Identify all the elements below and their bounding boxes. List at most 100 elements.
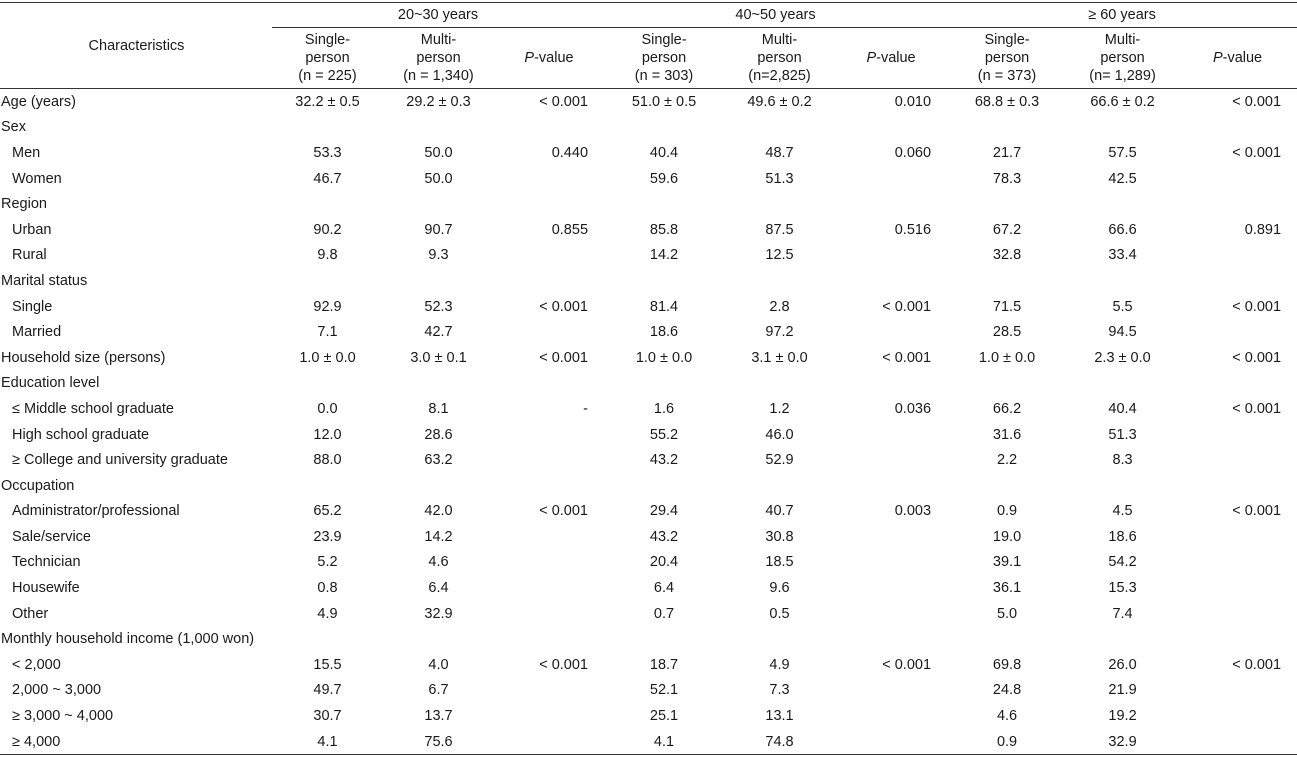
table-row: < 2,000 15.5 4.0 < 0.001 18.7 4.9 < 0.001 69.8 2…	[0, 652, 1297, 678]
p-value-cell	[1178, 319, 1297, 345]
value-cell: 59.6	[649, 170, 679, 187]
p-value-cell	[494, 626, 604, 652]
p-value-cell: < 0.001	[1232, 144, 1282, 161]
value-cell	[947, 191, 1067, 217]
value-cell	[947, 473, 1067, 499]
value-cell	[604, 268, 724, 294]
value-cell	[272, 473, 383, 499]
sample-size: (n= 1,289)	[1089, 68, 1156, 84]
p-value-cell: < 0.001	[882, 656, 932, 673]
p-value-cell	[1178, 524, 1297, 550]
table-row: Married 7.1 42.7 18.6 97.2 28.5 94.5	[0, 319, 1297, 345]
row-label: ≥ 4,000	[0, 728, 272, 756]
value-cell: 67.2	[992, 221, 1022, 238]
value-cell: 32.9	[424, 605, 453, 622]
p-value-cell	[494, 422, 604, 448]
value-cell: 48.7	[765, 144, 794, 161]
value-cell: 49.6 ± 0.2	[747, 93, 812, 110]
value-cell: 4.9	[769, 656, 790, 673]
value-cell: 25.1	[649, 708, 679, 725]
p-suffix: -value	[534, 50, 574, 66]
sample-size: (n = 1,340)	[403, 68, 474, 84]
row-label: Urban	[12, 221, 52, 238]
row-label: ≤ Middle school graduate	[12, 400, 174, 417]
sample-size: (n = 303)	[634, 68, 694, 84]
single-label-part2: person	[641, 50, 687, 66]
value-cell: 50.0	[424, 170, 453, 187]
p-value-cell	[1178, 371, 1297, 397]
value-cell	[604, 626, 724, 652]
p-value-cell	[494, 473, 604, 499]
p-value-cell: < 0.001	[882, 349, 932, 366]
table-row: Men 53.3 50.0 0.440 40.4 48.7 0.060 21.7 57.5 < 0…	[0, 140, 1297, 166]
row-label: ≥ College and university graduate	[12, 452, 228, 469]
value-cell: 20.4	[649, 554, 679, 571]
p-letter: P	[866, 50, 877, 66]
header-group-row: Characteristics 20~30 years 40~50 years …	[0, 2, 1297, 89]
p-value-cell	[835, 626, 947, 652]
table-row: Other 4.9 32.9 0.7 0.5 5.0 7.4	[0, 601, 1297, 627]
p-value-cell: 0.010	[894, 93, 932, 110]
value-cell	[272, 115, 383, 141]
table-row: Sale/service 23.9 14.2 43.2 30.8 19.0 18.6	[0, 524, 1297, 550]
value-cell: 0.5	[769, 605, 790, 622]
value-cell	[947, 626, 1067, 652]
table-row: ≤ Middle school graduate 0.0 8.1 - 1.6 1.2 0.0…	[0, 396, 1297, 422]
row-label: Region	[1, 196, 47, 213]
p-value-cell: < 0.001	[539, 656, 589, 673]
value-cell: 18.6	[649, 324, 679, 341]
p-value-cell	[494, 524, 604, 550]
value-cell	[383, 371, 494, 397]
p-value-cell	[494, 678, 604, 704]
value-cell: 21.9	[1108, 682, 1137, 699]
value-cell	[604, 115, 724, 141]
value-cell: 1.0 ± 0.0	[299, 349, 356, 366]
multi-label-part1: Multi-	[761, 32, 798, 48]
value-cell: 19.0	[992, 528, 1022, 545]
value-cell: 6.7	[428, 682, 449, 699]
row-label: Single	[12, 298, 53, 315]
value-cell: 66.2	[992, 400, 1022, 417]
table-row: 2,000 ~ 3,000 49.7 6.7 52.1 7.3 24.8 21.9	[0, 678, 1297, 704]
row-label: Education level	[1, 375, 100, 392]
table-row: Occupation	[0, 473, 1297, 499]
value-cell	[1067, 115, 1178, 141]
p-value-cell	[835, 524, 947, 550]
value-cell: 43.2	[649, 452, 679, 469]
value-cell: 31.6	[992, 426, 1022, 443]
table-row: ≥ College and university graduate 88.0 63.…	[0, 447, 1297, 473]
value-cell: 6.4	[653, 580, 675, 597]
value-cell: 36.1	[992, 580, 1022, 597]
row-label: Technician	[12, 554, 81, 571]
row-label: 2,000 ~ 3,000	[12, 682, 102, 699]
value-cell: 30.8	[765, 528, 794, 545]
row-label: < 2,000	[12, 656, 61, 673]
value-cell: 0.0	[317, 400, 338, 417]
value-cell: 40.4	[1108, 400, 1137, 417]
value-cell: 23.9	[313, 528, 342, 545]
row-label: Other	[12, 605, 49, 622]
value-cell: 28.5	[992, 324, 1022, 341]
p-value-cell: 0.855	[551, 221, 589, 238]
p-value-cell	[1178, 268, 1297, 294]
value-cell: 18.6	[1108, 528, 1137, 545]
p-value-cell: 0.060	[894, 144, 932, 161]
value-cell: 55.2	[649, 426, 679, 443]
value-cell: 3.0 ± 0.1	[410, 349, 467, 366]
value-cell: 88.0	[313, 452, 342, 469]
p-value-cell	[494, 728, 605, 756]
value-cell: 29.2 ± 0.3	[406, 93, 471, 110]
value-cell	[724, 371, 835, 397]
value-cell: 74.8	[724, 728, 836, 756]
p-value-header: P-value	[494, 27, 605, 89]
value-cell: 9.3	[428, 247, 449, 264]
value-cell: 4.9	[317, 605, 338, 622]
multi-label-part2: person	[1100, 50, 1145, 66]
p-suffix: -value	[876, 50, 916, 66]
value-cell: 39.1	[992, 554, 1022, 571]
p-value-cell: < 0.001	[1232, 298, 1282, 315]
p-value-cell: < 0.001	[539, 298, 589, 315]
p-value-cell	[835, 166, 947, 192]
p-value-cell	[1178, 550, 1297, 576]
value-cell: 52.3	[424, 298, 453, 315]
